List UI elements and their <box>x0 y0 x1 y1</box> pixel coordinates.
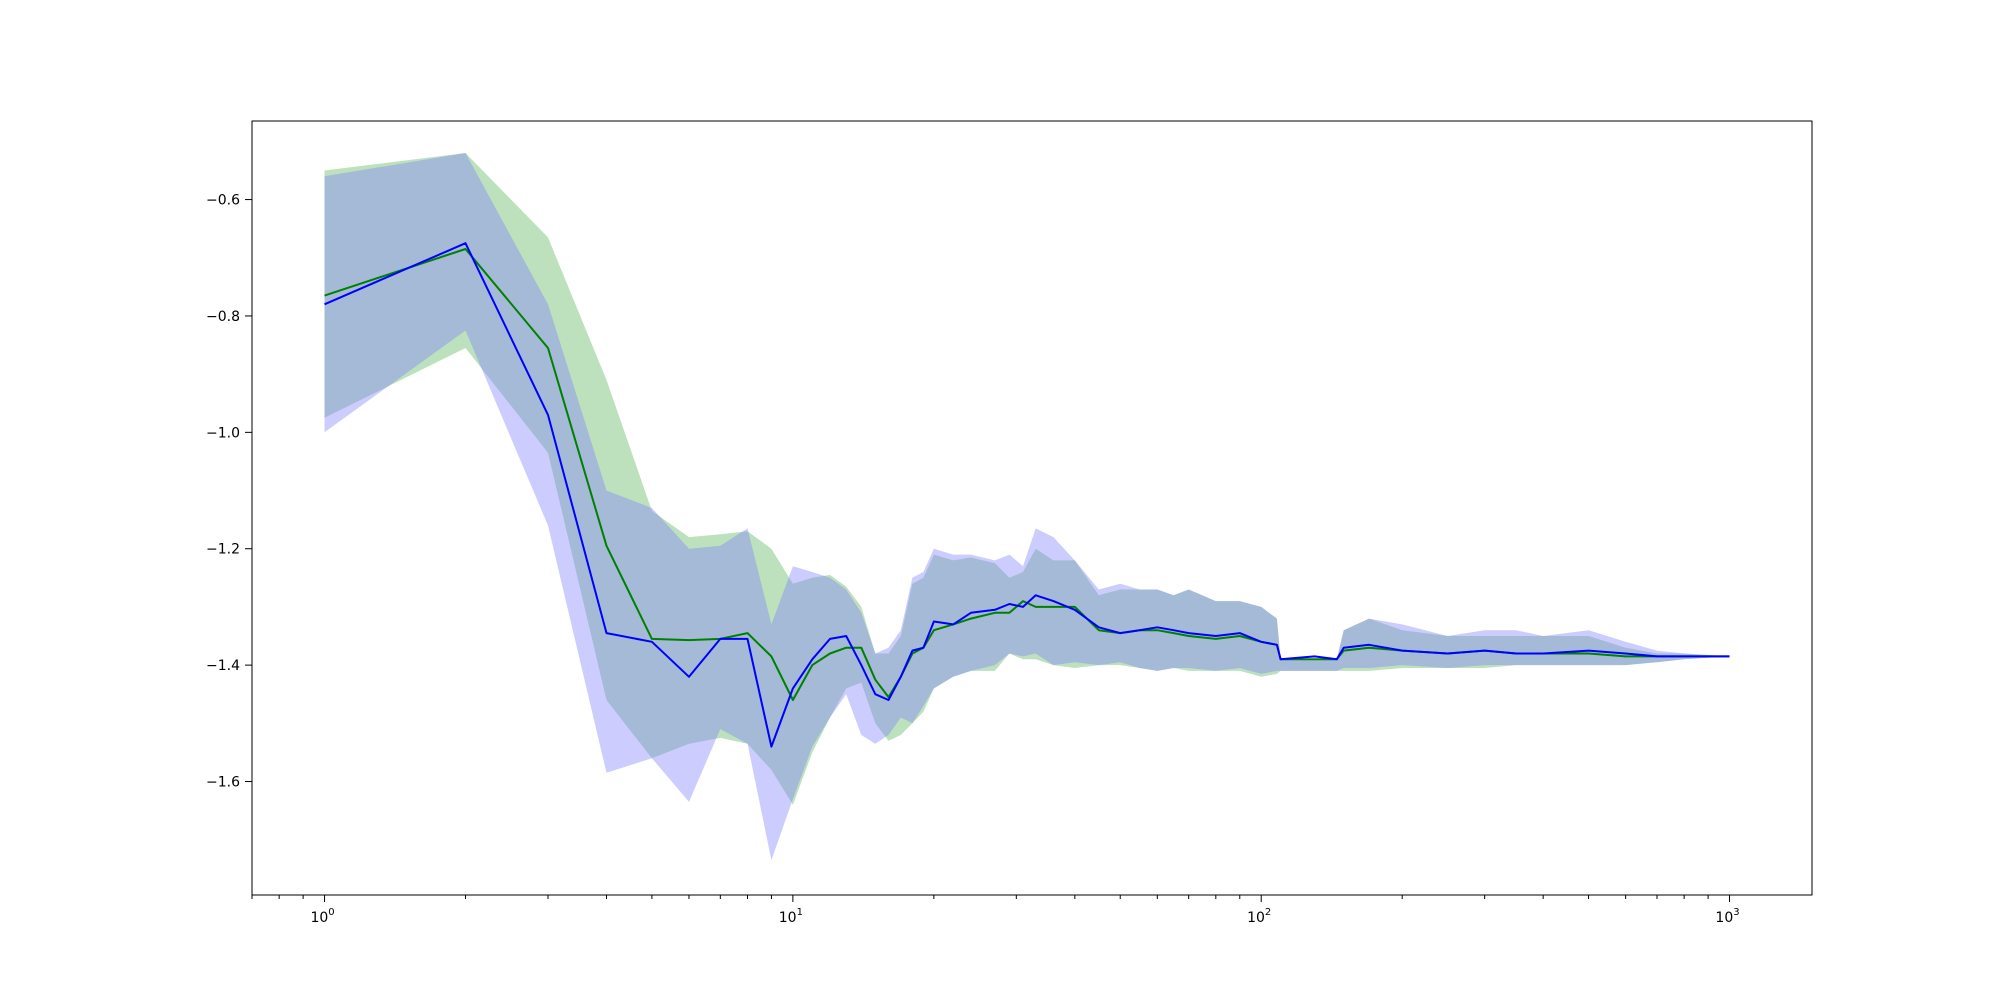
series-lines <box>324 242 1730 748</box>
x-axis: 100 101 102 103 <box>251 895 1740 926</box>
x-tick-label: 100 <box>310 907 334 926</box>
confidence-bands <box>324 153 1730 861</box>
y-tick-label: −1.0 <box>206 425 240 441</box>
y-tick-label: −1.4 <box>206 658 240 674</box>
series-2-band <box>324 153 1730 861</box>
y-axis: −0.6 −0.8 −1.0 −1.2 −1.4 −1.6 <box>206 193 252 791</box>
x-tick-label: 103 <box>1715 907 1739 926</box>
axes-frame <box>251 120 1813 896</box>
series-1-band <box>324 153 1730 805</box>
y-tick-label: −0.8 <box>206 309 240 325</box>
y-tick-label: −0.6 <box>206 193 240 209</box>
series-2-line <box>324 242 1730 748</box>
y-tick-label: −1.2 <box>206 542 240 558</box>
x-tick-label: 101 <box>779 907 803 926</box>
y-tick-label: −1.6 <box>206 775 240 791</box>
x-tick-label: 102 <box>1247 907 1271 926</box>
